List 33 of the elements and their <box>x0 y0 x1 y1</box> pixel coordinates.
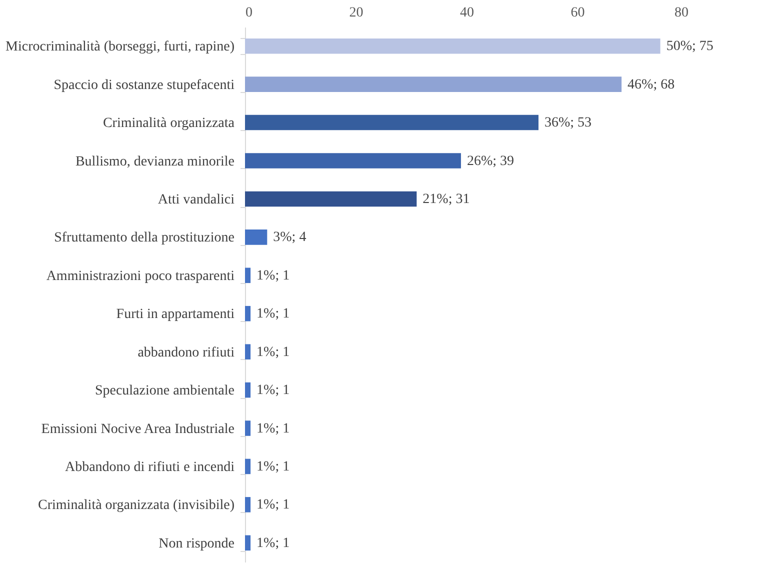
data-label: 1%; 1 <box>256 459 290 474</box>
y-tick-label: Sfruttamento della prostituzione <box>54 230 234 246</box>
x-tick-label: 20 <box>349 6 364 20</box>
data-label: 21%; 31 <box>422 192 470 207</box>
y-tick-label: Atti vandalici <box>158 192 235 208</box>
data-label: 50%; 75 <box>666 39 714 54</box>
y-tick-label: Speculazione ambientale <box>94 384 234 399</box>
y-tick-label: Criminalità organizzata (invisibile) <box>38 498 235 514</box>
y-tick-label: Bullismo, devianza minorile <box>75 154 234 170</box>
data-label: 3%; 4 <box>273 230 306 246</box>
x-tick-label: 0 <box>246 6 252 20</box>
data-label: 1%; 1 <box>256 383 290 398</box>
y-tick-label: Spaccio di sostanze stupefacenti <box>54 78 235 93</box>
data-label: 36%; 53 <box>544 116 592 131</box>
x-tick-label: 60 <box>570 6 585 20</box>
data-label: 1%; 1 <box>256 536 290 551</box>
data-label: 1%; 1 <box>256 268 290 284</box>
y-tick-label: Emissioni Nocive Area Industriale <box>41 422 234 437</box>
y-tick-label: Criminalità organizzata <box>102 116 236 132</box>
y-tick-label: Microcriminalità (borseggi, furti, rapine) <box>6 40 235 55</box>
data-label: 1%; 1 <box>256 421 290 436</box>
x-tick-label: 80 <box>674 6 688 20</box>
data-label: 26%; 39 <box>466 154 514 169</box>
x-tick-label: 40 <box>460 6 474 20</box>
y-tick-label: abbandono rifiuti <box>138 345 235 360</box>
data-label: 1%; 1 <box>256 498 290 513</box>
data-label: 1%; 1 <box>256 344 290 360</box>
data-label: 46%; 68 <box>628 77 675 92</box>
y-tick-label: Abbandono di rifiuti e incendi <box>64 460 235 475</box>
y-tick-label: Furti in appartamenti <box>116 307 235 322</box>
y-tick-label: Non risponde <box>158 536 234 552</box>
data-label: 1%; 1 <box>256 306 290 322</box>
y-tick-label: Amministrazioni poco trasparenti <box>46 268 235 284</box>
